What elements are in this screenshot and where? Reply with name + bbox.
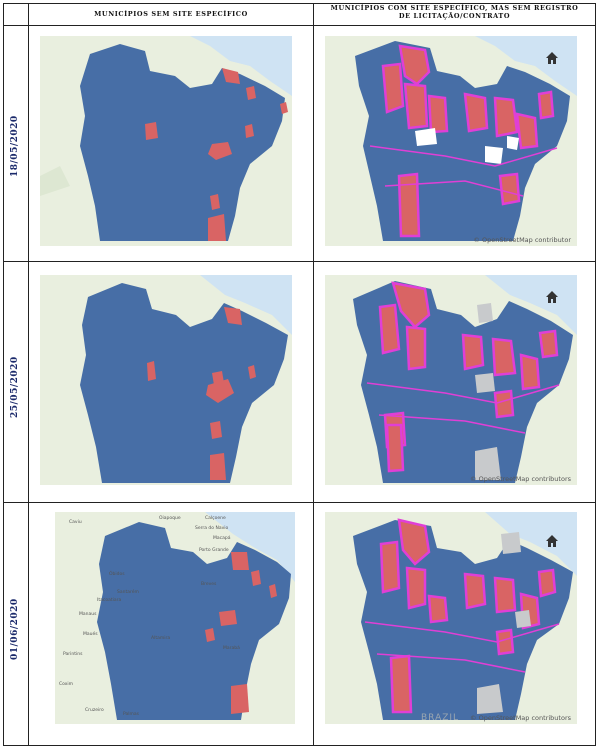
map-row3-right: BRAZIL © OpenStreetMap contributors <box>325 512 577 724</box>
border-left <box>3 3 4 746</box>
map-place-label: Itacoatiara <box>97 598 122 603</box>
border-top <box>3 3 596 4</box>
border-bottom <box>3 745 596 746</box>
map-place-label: Santarém <box>117 590 139 595</box>
row-divider-1 <box>3 261 596 262</box>
map-place-label: Porto Grande <box>199 548 229 553</box>
column-header-left: MUNICÍPIOS SEM SITE ESPECÍFICO <box>94 10 248 18</box>
map-row1-left-svg <box>40 36 292 246</box>
home-icon[interactable] <box>545 534 559 548</box>
row-date-2: 25/05/2020 <box>10 356 20 418</box>
map-place-label: Parintins <box>63 652 83 657</box>
attribution-text: OpenStreetMap contributor <box>481 236 571 244</box>
map-attribution: © OpenStreetMap contributor <box>473 236 571 244</box>
map-row2-right: © OpenStreetMap contributors <box>325 275 577 485</box>
map-place-label: Caviu <box>69 520 82 525</box>
map-place-label: Macapá <box>213 536 231 541</box>
map-place-label: Oiapoque <box>159 516 181 521</box>
map-row2-right-svg <box>325 275 577 485</box>
map-place-label: Serra do Navio <box>195 526 229 531</box>
map-row2-left-svg <box>40 275 292 485</box>
map-row3-right-svg <box>325 512 577 724</box>
map-place-label: Marabá <box>223 646 240 651</box>
column-header-right: MUNICÍPIOS COM SITE ESPECÍFICO, MAS SEM … <box>314 4 595 20</box>
column-header-right-line1: MUNICÍPIOS COM SITE ESPECÍFICO, MAS SEM … <box>330 4 579 12</box>
map-row3-left: Caviu Manaus Itacoatiara Maués Parintins… <box>55 512 295 724</box>
map-row3-left-svg <box>55 512 295 724</box>
map-attribution: © OpenStreetMap contributors <box>470 475 571 483</box>
map-row1-left <box>40 36 292 246</box>
map-place-label: Manaus <box>79 612 97 617</box>
border-right <box>595 3 596 746</box>
map-place-label: Óbidos <box>109 572 125 577</box>
col-divider-2 <box>313 3 314 746</box>
map-place-label: Coxim <box>59 682 74 687</box>
column-header-right-line2: DE LICITAÇÃO/CONTRATO <box>398 12 511 20</box>
para-state-shape <box>80 44 285 241</box>
para-state-shape <box>97 522 291 720</box>
attribution-text: OpenStreetMap contributors <box>478 714 571 722</box>
map-place-label: Breves <box>201 582 217 587</box>
map-attribution: © OpenStreetMap contributors <box>470 714 571 722</box>
row-date-1: 18/05/2020 <box>10 115 20 177</box>
map-place-label: Altamira <box>151 636 171 641</box>
map-place-label: Maués <box>83 632 98 637</box>
attribution-text: OpenStreetMap contributors <box>478 475 571 483</box>
row-divider-2 <box>3 502 596 503</box>
map-row2-left <box>40 275 292 485</box>
brazil-label: BRAZIL <box>421 713 460 723</box>
map-place-label: Calçoene <box>205 516 226 521</box>
map-place-label: Cruzeiro <box>85 708 104 713</box>
row-divider-header <box>3 25 596 26</box>
col-divider-1 <box>28 3 29 746</box>
home-icon[interactable] <box>545 290 559 304</box>
map-row1-right: © OpenStreetMap contributor <box>325 36 577 246</box>
para-state-shape <box>80 283 288 483</box>
row-date-3: 01/06/2020 <box>10 598 20 660</box>
map-row1-right-svg <box>325 36 577 246</box>
home-icon[interactable] <box>545 51 559 65</box>
map-place-label: Palmas <box>123 712 140 717</box>
